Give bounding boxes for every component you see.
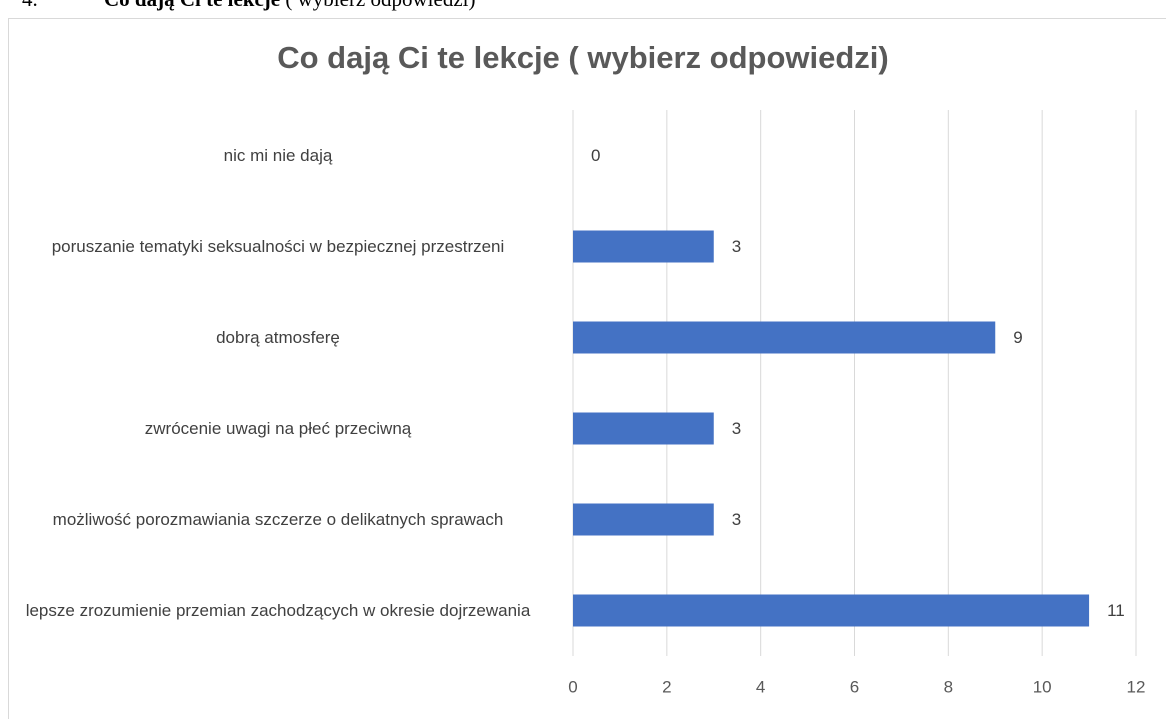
x-tick-label: 12 <box>1127 677 1146 696</box>
data-label: 3 <box>732 510 741 529</box>
heading-bold: Co dają Ci te lekcje <box>104 0 280 11</box>
document-heading: 4.Co dają Ci te lekcje ( wybierz odpowie… <box>22 0 475 12</box>
chart-frame <box>8 18 1166 719</box>
bar <box>573 594 1090 627</box>
category-label: zwrócenie uwagi na płeć przeciwną <box>144 418 412 438</box>
category-label: poruszanie tematyki seksualności w bezpi… <box>51 236 505 256</box>
data-label: 3 <box>732 419 741 438</box>
category-label: nic mi nie dają <box>223 145 333 165</box>
bar <box>573 412 714 445</box>
heading-number: 4. <box>22 0 104 12</box>
category-label: dobrą atmosferę <box>216 327 340 347</box>
bar <box>573 230 714 263</box>
x-tick-label: 10 <box>1033 677 1052 696</box>
bar <box>573 503 714 536</box>
data-label: 11 <box>1107 601 1125 620</box>
data-label: 0 <box>591 146 600 165</box>
data-label: 3 <box>732 237 741 256</box>
category-label: lepsze zrozumienie przemian zachodzących… <box>25 600 531 620</box>
category-label: możliwość porozmawiania szczerze o delik… <box>52 509 504 529</box>
x-tick-label: 8 <box>944 677 953 696</box>
x-tick-label: 4 <box>756 677 765 696</box>
chart-title: Co dają Ci te lekcje ( wybierz odpowiedz… <box>277 40 889 75</box>
data-label: 9 <box>1013 328 1022 347</box>
x-tick-label: 2 <box>662 677 671 696</box>
bar <box>573 321 996 354</box>
heading-text: ( wybierz odpowiedzi) <box>280 0 475 11</box>
x-tick-label: 6 <box>850 677 859 696</box>
x-tick-label: 0 <box>568 677 577 696</box>
